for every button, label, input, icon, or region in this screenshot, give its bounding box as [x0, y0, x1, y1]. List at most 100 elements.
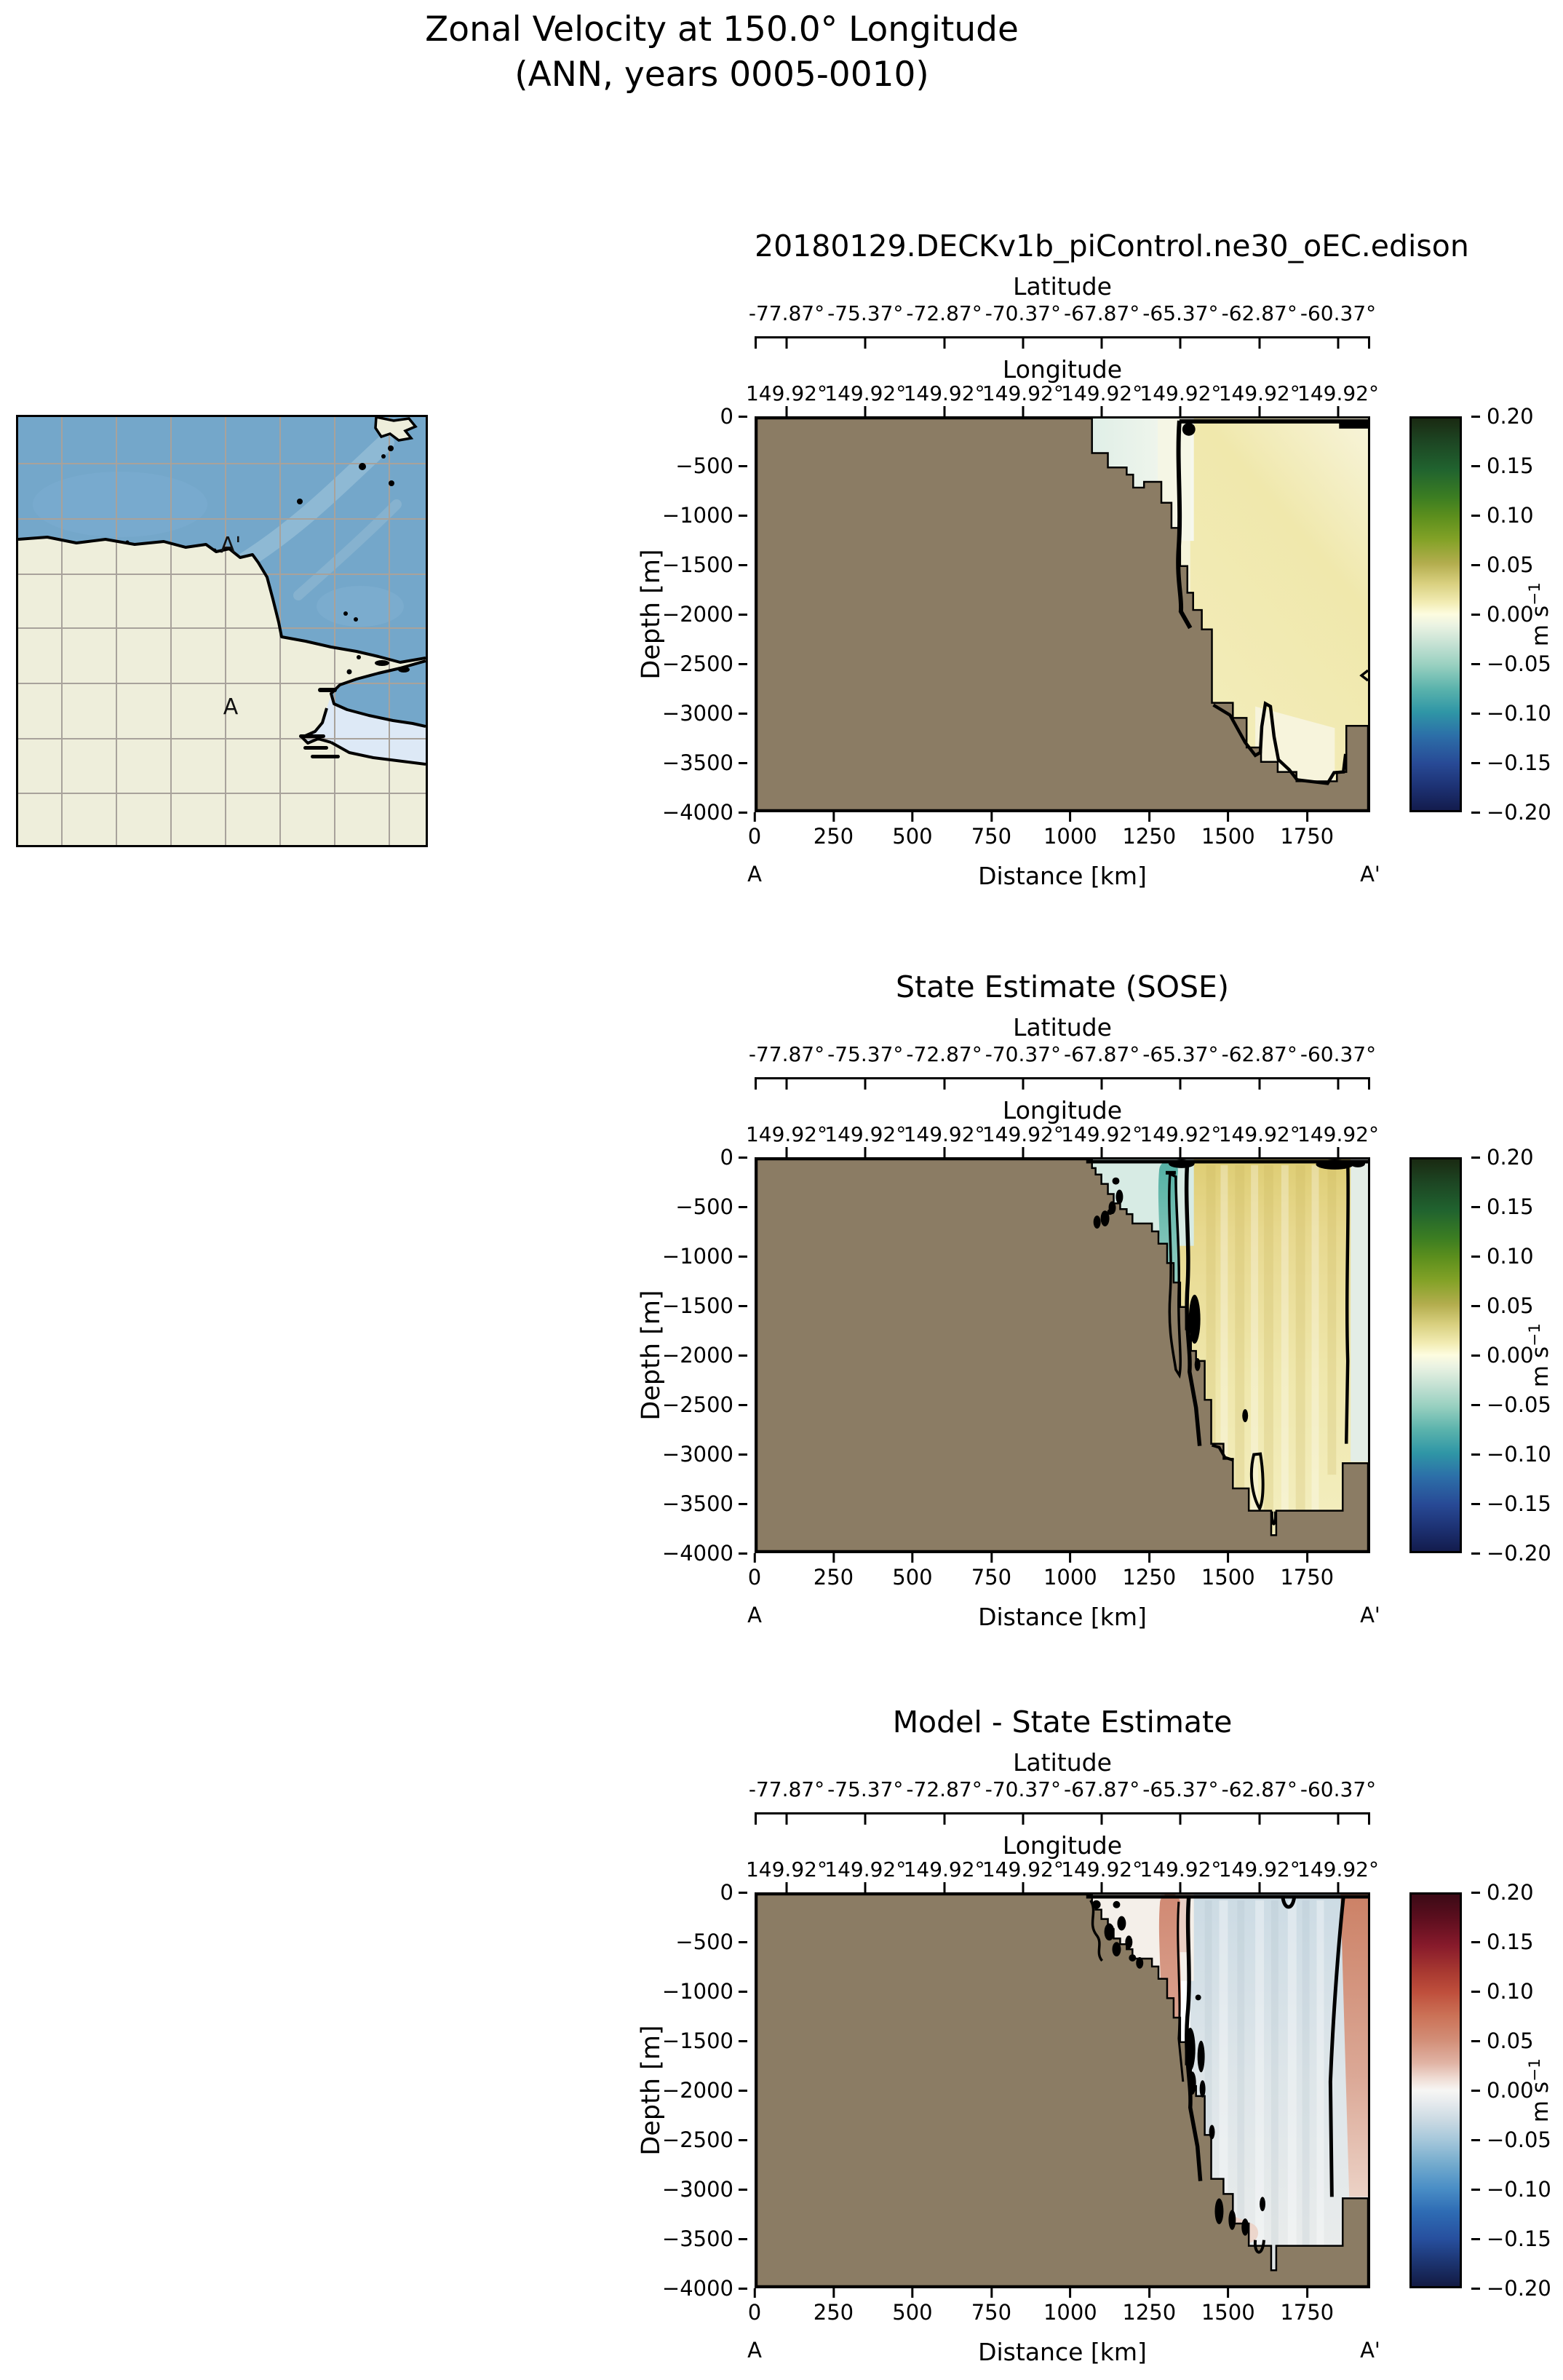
section-end-label: A' [1360, 2338, 1380, 2363]
colorbar-tick: 0.20 [1471, 1880, 1534, 1905]
longitude-tick: 149.92° [745, 1857, 827, 1881]
latitude-ruler-tick [1100, 1079, 1103, 1090]
latitude-tick: -77.87° [748, 1042, 825, 1066]
distance-tick: 500 [892, 1553, 932, 1590]
latitude-axis-label: Latitude [1013, 272, 1112, 301]
longitude-tick: 149.92° [982, 1122, 1064, 1146]
latitude-tick: -65.37° [1142, 1042, 1219, 1066]
latitude-ruler [755, 336, 1370, 350]
section-start-label: A [747, 2338, 762, 2363]
depth-tick-labels: 0 −500 −1000 −1500 −2000 −2500 −3000 −3500 −4000 [638, 404, 747, 825]
x-axis-footer: A Distance [km] A' [747, 2338, 1380, 2370]
longitude-axis-tick [943, 1147, 946, 1157]
distance-tick: 1750 [1280, 2288, 1334, 2325]
latitude-tick: -70.37° [985, 301, 1061, 325]
longitude-tick: 149.92° [824, 381, 907, 405]
longitude-axis-tick [864, 1147, 867, 1157]
longitude-axis-tick [1258, 1882, 1261, 1892]
longitude-tick: 149.92° [1061, 381, 1143, 405]
latitude-tick: -62.87° [1221, 1042, 1297, 1066]
panel-title: Model - State Estimate [892, 1705, 1233, 1740]
colorbar-tick: −0.10 [1471, 1442, 1551, 1467]
latitude-tick: -75.37° [827, 1042, 904, 1066]
latitude-ruler-tick [1179, 1814, 1182, 1825]
colorbar-tick: 0.20 [1471, 404, 1534, 429]
colorbar-tick: −0.10 [1471, 2177, 1551, 2202]
colorbar-tick: −0.10 [1471, 701, 1551, 726]
latitude-tick: -75.37° [827, 301, 904, 325]
latitude-tick: -67.87° [1064, 301, 1140, 325]
section-panel: 20180129.DECKv1b_piControl.ne30_oEC.edis… [0, 227, 1563, 897]
longitude-tick: 149.92° [903, 1857, 985, 1881]
longitude-axis-label: Longitude [1002, 1096, 1123, 1124]
longitude-tick: 149.92° [1061, 1857, 1143, 1881]
distance-tick: 1000 [1043, 2288, 1097, 2325]
longitude-tick-labels: 149.92° 149.92° 149.92° 149.92° 149.92° 149.9… [746, 1122, 1379, 1147]
colorbar-tick: 0.00 [1471, 602, 1534, 627]
latitude-tick: -62.87° [1221, 1777, 1297, 1801]
depth-tick: −1500 [662, 1293, 747, 1318]
longitude-axis-label: Longitude [1002, 1831, 1123, 1860]
depth-tick: −500 [675, 453, 747, 478]
colorbar-unit-exponent: −1 [1525, 2058, 1544, 2082]
longitude-axis-tick [1100, 1882, 1103, 1892]
longitude-tick: 149.92° [1297, 1857, 1379, 1881]
colorbar-tick: 0.05 [1471, 552, 1534, 577]
longitude-axis-tick [1258, 406, 1261, 416]
latitude-axis-label: Latitude [1013, 1013, 1112, 1042]
distance-tick: 500 [892, 2288, 932, 2325]
distance-tick: 1000 [1043, 1553, 1097, 1590]
distance-tick: 1250 [1122, 2288, 1176, 2325]
figure-title: Zonal Velocity at 150.0° Longitude (ANN,… [212, 7, 1231, 98]
latitude-ruler-tick [1337, 1079, 1340, 1090]
distance-tick: 1500 [1201, 2288, 1255, 2325]
colorbar-tick: 0.10 [1471, 1244, 1534, 1269]
model-section-art [757, 419, 1368, 810]
colorbar-tick: 0.05 [1471, 1293, 1534, 1318]
distance-tick: 0 [748, 2288, 761, 2325]
distance-tick: 500 [892, 812, 932, 849]
longitude-axis-tick [1179, 1147, 1182, 1157]
distance-axis-label: Distance [km] [978, 1603, 1147, 1631]
latitude-axis-label: Latitude [1013, 1748, 1112, 1777]
depth-tick: 0 [720, 1145, 747, 1170]
difference-section-art [757, 1895, 1368, 2286]
longitude-tick: 149.92° [824, 1122, 907, 1146]
longitude-tick: 149.92° [903, 1122, 985, 1146]
longitude-tick: 149.92° [1140, 1122, 1222, 1146]
latitude-tick: -72.87° [906, 301, 982, 325]
colorbar-tick-labels: 0.20 0.15 0.10 0.05 0.00 −0.05 −0.10 −0.15 −0.20 [1471, 404, 1563, 825]
latitude-ruler-tick [785, 1079, 788, 1090]
depth-tick: −4000 [662, 2276, 747, 2301]
section-panel: Model - State Estimate Latitude -77.87° -… [0, 1703, 1563, 2373]
longitude-tick-labels: 149.92° 149.92° 149.92° 149.92° 149.92° 149.9… [746, 381, 1379, 406]
latitude-ruler-tick [864, 1814, 867, 1825]
latitude-tick: -67.87° [1064, 1042, 1140, 1066]
longitude-axis-ticks [755, 1147, 1370, 1157]
x-axis-footer: A Distance [km] A' [747, 1603, 1380, 1635]
colorbar [1409, 1157, 1462, 1553]
latitude-ruler-tick [785, 338, 788, 349]
latitude-tick: -75.37° [827, 1777, 904, 1801]
longitude-tick: 149.92° [1297, 1122, 1379, 1146]
latitude-ruler-tick [1258, 1814, 1261, 1825]
section-plot [755, 416, 1370, 812]
latitude-tick-labels: -77.87° -75.37° -72.87° -70.37° -67.87° -65.3… [749, 301, 1376, 326]
colorbar [1409, 416, 1462, 812]
section-plot [755, 1892, 1370, 2288]
longitude-tick: 149.92° [824, 1857, 907, 1881]
latitude-ruler-tick [1022, 338, 1025, 349]
latitude-ruler-tick [1179, 1079, 1182, 1090]
latitude-tick-labels: -77.87° -75.37° -72.87° -70.37° -67.87° -65.3… [749, 1777, 1376, 1802]
section-end-label: A' [1360, 1603, 1380, 1627]
colorbar-gradient [1412, 1895, 1460, 2286]
locator-map-art: A' A [18, 417, 426, 845]
latitude-ruler-tick [1179, 338, 1182, 349]
latitude-ruler-tick [1022, 1814, 1025, 1825]
longitude-axis-tick [1179, 406, 1182, 416]
distance-tick-labels: 0 250 500 750 1000 1250 1500 1750 [748, 1553, 1370, 1591]
colorbar-unit-text: m s [1527, 2081, 1554, 2123]
latitude-tick-labels: -77.87° -75.37° -72.87° -70.37° -67.87° -65.3… [749, 1042, 1376, 1067]
sose-section-art [757, 1159, 1368, 1551]
